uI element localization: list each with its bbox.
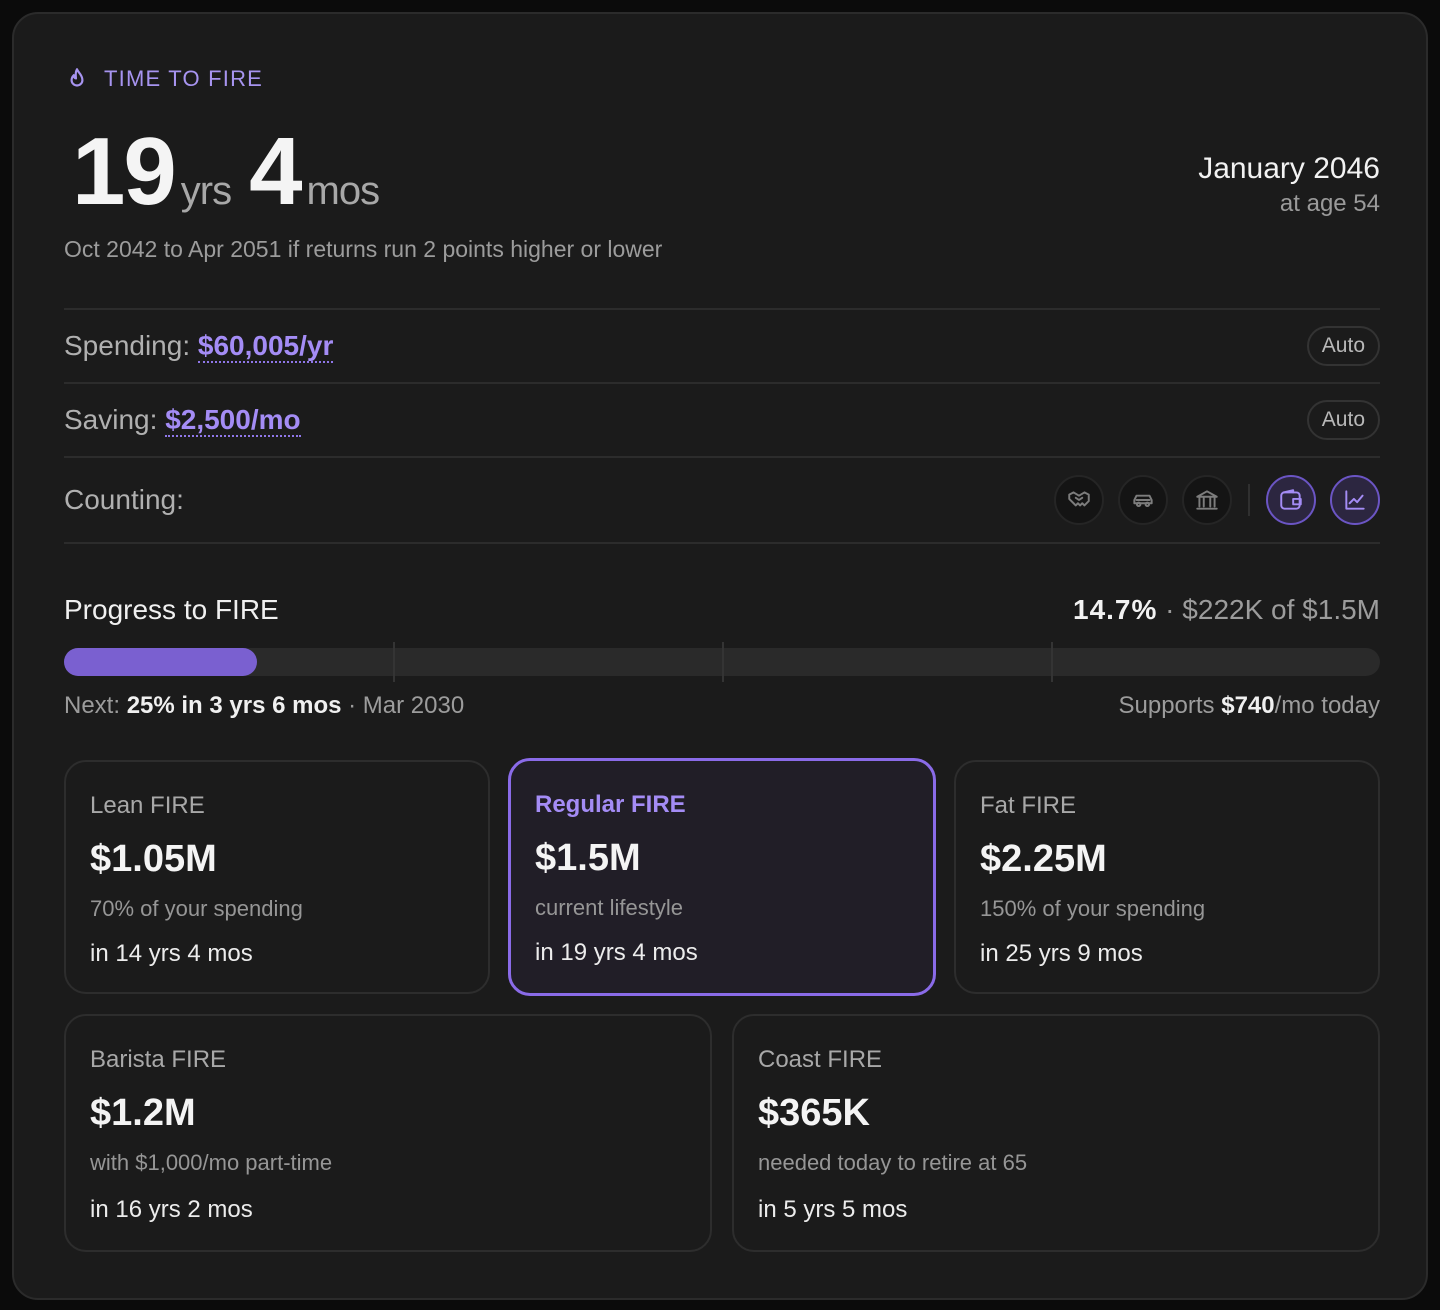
progress-title: Progress to FIRE [64, 594, 279, 625]
tier-description: 150% of your spending [980, 896, 1206, 921]
saving-label: Saving: [64, 404, 158, 435]
tier-description: current lifestyle [535, 895, 683, 920]
tier-name: Barista FIRE [90, 1046, 227, 1073]
fire-card-content: TIME TO FIRE 19 yrs 4 mos January 2046 a… [64, 14, 1380, 1298]
counting-row: Counting: [64, 456, 1380, 544]
months-value: 4 [249, 118, 302, 225]
time-to-fire-header: TIME TO FIRE [64, 66, 263, 92]
tier-amount: $2.25M [980, 838, 1107, 880]
tier-eta: in 16 yrs 2 mos [90, 1196, 253, 1223]
years-unit: yrs [180, 169, 232, 213]
fire-date-block: January 2046 at age 54 [1198, 152, 1380, 218]
tier-amount: $1.2M [90, 1092, 196, 1134]
progress-stats: 14.7% · $222K of $1.5M [1073, 594, 1380, 625]
progress-bar-fill [64, 648, 258, 676]
spending-row: Spending: $60,005/yr Auto [64, 308, 1380, 382]
handshake-toggle[interactable] [1054, 475, 1104, 525]
next-milestone-date: Mar 2030 [362, 692, 465, 719]
spending-label-group: Spending: $60,005/yr [64, 330, 334, 363]
progress-milestone-tick [722, 642, 724, 682]
tier-amount: $1.5M [535, 837, 641, 879]
counting-label: Counting: [64, 484, 184, 515]
spending-value[interactable]: $60,005/yr [197, 330, 334, 363]
supports-prefix: Supports [1118, 692, 1215, 719]
tier-description: 70% of your spending [90, 896, 303, 921]
spending-auto-button[interactable]: Auto [1306, 326, 1380, 366]
flame-icon [70, 68, 84, 87]
next-milestone: Next: 25% in 3 yrs 6 mos · Mar 2030 [64, 692, 465, 719]
saving-row: Saving: $2,500/mo Auto [64, 382, 1380, 456]
tier-description: with $1,000/mo part-time [90, 1150, 333, 1175]
supports-suffix: /mo today [1274, 692, 1380, 719]
tier-eta: in 19 yrs 4 mos [535, 939, 698, 966]
time-to-fire-value: 19 yrs 4 mos [72, 124, 397, 220]
wallet-toggle[interactable] [1266, 475, 1316, 525]
tier-card-coast[interactable]: Coast FIRE $365K needed today to retire … [732, 1014, 1380, 1252]
counting-toggles [1054, 475, 1380, 525]
bank-icon [1196, 490, 1218, 510]
tier-card-regular[interactable]: Regular FIRE $1.5M current lifestyle in … [508, 758, 936, 996]
saving-auto-button[interactable]: Auto [1306, 400, 1380, 440]
progress-milestone-tick [1051, 642, 1053, 682]
tier-name: Fat FIRE [980, 792, 1077, 819]
years-value: 19 [72, 118, 177, 225]
progress-milestone-tick [393, 642, 395, 682]
sensitivity-range: Oct 2042 to Apr 2051 if returns run 2 po… [64, 236, 663, 262]
progress-percent: 14.7% [1073, 594, 1158, 625]
fire-date: January 2046 [1198, 152, 1380, 185]
chart-line-icon [1345, 490, 1365, 510]
fire-age: at age 54 [1279, 190, 1380, 217]
progress-header: Progress to FIRE 14.7% · $222K of $1.5M [64, 594, 1380, 626]
tier-amount: $1.05M [90, 838, 217, 880]
eyebrow-label: TIME TO FIRE [104, 66, 264, 91]
next-label: Next: [64, 692, 121, 719]
supports-value: $740 [1221, 692, 1275, 719]
tier-card-barista[interactable]: Barista FIRE $1.2M with $1,000/mo part-t… [64, 1014, 712, 1252]
supports-text: Supports $740/mo today [1118, 692, 1380, 720]
saving-value[interactable]: $2,500/mo [165, 404, 301, 437]
car-icon [1133, 494, 1153, 508]
progress-amount: $222K of $1.5M [1182, 594, 1380, 625]
tier-eta: in 5 yrs 5 mos [758, 1196, 908, 1223]
investments-toggle[interactable] [1330, 475, 1380, 525]
tier-card-fat[interactable]: Fat FIRE $2.25M 150% of your spending in… [954, 760, 1380, 994]
progress-bar [64, 642, 1380, 682]
progress-footer: Next: 25% in 3 yrs 6 mos · Mar 2030 Supp… [64, 692, 1380, 720]
saving-label-group: Saving: $2,500/mo [64, 404, 301, 437]
tier-name: Lean FIRE [90, 792, 205, 819]
fire-card: TIME TO FIRE 19 yrs 4 mos January 2046 a… [12, 12, 1428, 1300]
months-unit: mos [306, 169, 381, 213]
tier-name: Regular FIRE [535, 791, 686, 818]
bank-toggle[interactable] [1182, 475, 1232, 525]
tier-description: needed today to retire at 65 [758, 1150, 1028, 1175]
tier-eta: in 14 yrs 4 mos [90, 940, 253, 967]
toggle-divider [1248, 484, 1250, 516]
tier-amount: $365K [758, 1092, 870, 1134]
wallet-icon [1280, 489, 1302, 510]
car-toggle[interactable] [1118, 475, 1168, 525]
next-milestone-value: 25% in 3 yrs 6 mos [126, 692, 342, 719]
handshake-icon [1068, 491, 1090, 507]
tier-eta: in 25 yrs 9 mos [980, 940, 1143, 967]
tier-card-lean[interactable]: Lean FIRE $1.05M 70% of your spending in… [64, 760, 490, 994]
tier-name: Coast FIRE [758, 1046, 883, 1073]
spending-label: Spending: [64, 330, 191, 361]
